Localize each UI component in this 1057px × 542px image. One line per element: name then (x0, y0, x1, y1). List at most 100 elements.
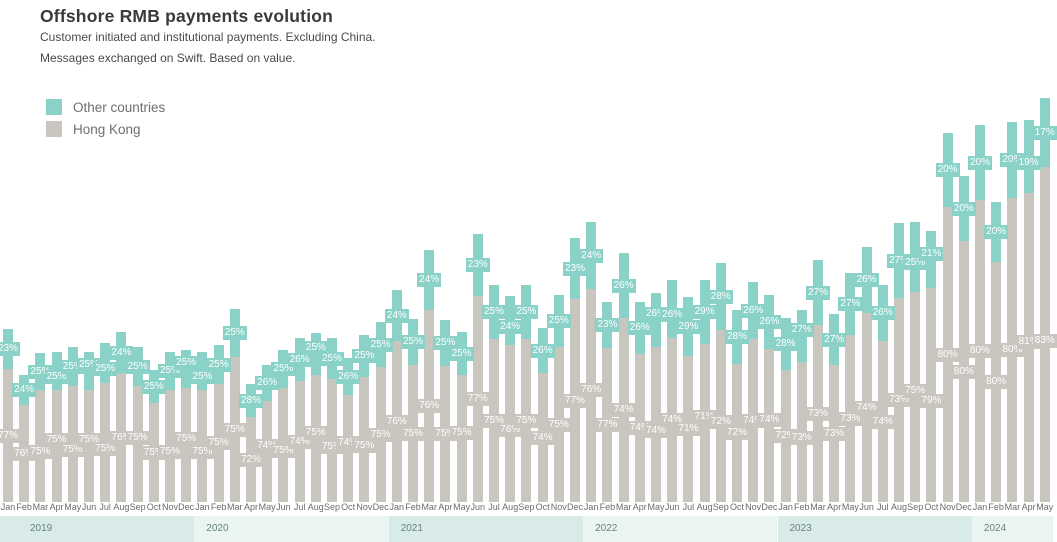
month-tick: Feb (405, 502, 421, 512)
month-tick: Jan (195, 502, 210, 512)
month-tick: Jul (293, 502, 306, 512)
bar-label-other-countries: 27% (789, 323, 814, 337)
month-tick: Feb (599, 502, 616, 512)
month-tick: Jul (488, 502, 500, 512)
month-tick: Aug (502, 502, 519, 512)
bar-label-hong-kong: 74% (611, 403, 636, 417)
bar-label-other-countries: 25% (449, 346, 474, 361)
bar-label-other-countries: 25% (44, 370, 69, 384)
bar-label-other-countries: 23% (595, 318, 620, 332)
month-tick: Dec (761, 502, 778, 512)
month-tick: Jun (664, 502, 680, 512)
bar-label-hong-kong: 72% (238, 452, 264, 467)
month-tick: Jul (99, 502, 111, 512)
bar-label-other-countries: 25% (368, 337, 393, 352)
month-tick: Dec (955, 502, 972, 512)
bar-label-other-countries: 27% (822, 332, 847, 347)
month-tick: Sep (712, 502, 729, 512)
bar-label-hong-kong: 71% (676, 422, 701, 436)
year-band: 2022 (583, 516, 778, 542)
month-tick: Jun (470, 502, 486, 512)
bar-label-hong-kong: 76% (384, 414, 409, 429)
month-tick: Sep (907, 502, 924, 512)
bar-label-hong-kong: 80% (935, 347, 960, 362)
bar-label-hong-kong: 74% (530, 430, 555, 445)
year-band: 2021 (388, 516, 584, 542)
month-tick: Oct (341, 502, 356, 512)
year-band: 2019 (0, 516, 195, 542)
month-tick: Nov (550, 502, 567, 512)
bar-label-hong-kong: 77% (465, 392, 490, 406)
chart-subtitle-line2: Messages exchanged on Swift. Based on va… (40, 51, 296, 65)
year-band: 2024 (971, 516, 1053, 542)
bar-label-other-countries: 28% (708, 289, 733, 304)
bar-label-hong-kong: 75% (352, 438, 377, 453)
month-tick: Dec (566, 502, 584, 512)
bar-label-hong-kong: 75% (222, 422, 247, 437)
bar-label-hong-kong: 74% (870, 414, 895, 429)
bar-label-other-countries: 25% (174, 356, 199, 370)
bar-label-hong-kong: 75% (125, 431, 150, 445)
bar-label-other-countries: 26% (287, 352, 312, 367)
legend-swatch-hong-kong (46, 121, 62, 137)
bar-label-other-countries: 26% (255, 376, 280, 390)
bar-label-other-countries: 25% (514, 305, 539, 319)
month-tick: Oct (924, 502, 939, 512)
month-tick: Apr (243, 502, 259, 512)
year-label: 2020 (206, 523, 229, 534)
month-tick: Aug (696, 502, 713, 512)
year-band: 2020 (194, 516, 389, 542)
month-tick: Jan (0, 502, 16, 512)
bar-label-hong-kong: 83% (1032, 333, 1057, 348)
bar-label-other-countries: 25% (400, 335, 426, 349)
month-tick: Sep (518, 502, 535, 512)
month-tick: Feb (988, 502, 1004, 512)
bar-label-hong-kong: 80% (967, 344, 993, 358)
month-tick: May (64, 502, 82, 512)
month-tick: May (258, 502, 276, 512)
bar-label-hong-kong: 73% (822, 426, 847, 441)
bar-label-other-countries: 23% (0, 342, 21, 356)
month-tick: Aug (307, 502, 324, 512)
month-tick: Feb (16, 502, 32, 512)
bar-label-other-countries: 29% (676, 319, 701, 334)
bar-label-other-countries: 19% (1016, 155, 1041, 170)
month-tick: Oct (729, 502, 745, 512)
year-label: 2022 (595, 523, 618, 534)
bar-label-other-countries: 25% (206, 357, 231, 372)
bar-label-other-countries: 20% (984, 225, 1009, 239)
month-tick: May (1036, 502, 1054, 512)
bar-label-hong-kong: 75% (449, 425, 474, 440)
month-tick: Jan (778, 502, 793, 512)
month-tick: Jan (583, 502, 599, 512)
month-tick: Aug (890, 502, 908, 512)
month-tick: May (841, 502, 859, 512)
bar-label-other-countries: 24% (417, 273, 442, 287)
bar-label-hong-kong: 76% (579, 382, 604, 397)
bar-label-other-countries: 25% (222, 326, 247, 340)
month-tick: May (647, 502, 665, 512)
month-tick: Jun (276, 502, 291, 512)
year-band: 2023 (777, 516, 972, 542)
bar-label-hong-kong: 79% (919, 394, 944, 408)
bar-label-other-countries: 21% (919, 246, 944, 261)
bar-label-hong-kong: 72% (724, 426, 750, 440)
bar-label-other-countries: 25% (319, 351, 345, 366)
bar-label-hong-kong: 75% (303, 425, 328, 440)
bar-label-other-countries: 28% (773, 337, 798, 351)
bar-label-other-countries: 24% (498, 319, 523, 334)
year-label: 2023 (789, 523, 812, 534)
month-tick: Jan (972, 502, 988, 512)
month-tick: Feb (210, 502, 227, 512)
bar-label-other-countries: 25% (481, 305, 507, 319)
month-tick: May (453, 502, 471, 512)
month-tick: Mar (615, 502, 632, 512)
bar-label-other-countries: 28% (724, 330, 750, 344)
legend: Other countries Hong Kong (46, 99, 165, 143)
month-tick: Apr (1021, 502, 1036, 512)
bar-label-hong-kong: 75% (28, 445, 53, 459)
bar-label-other-countries: 26% (757, 315, 782, 329)
month-tick: Apr (632, 502, 647, 512)
